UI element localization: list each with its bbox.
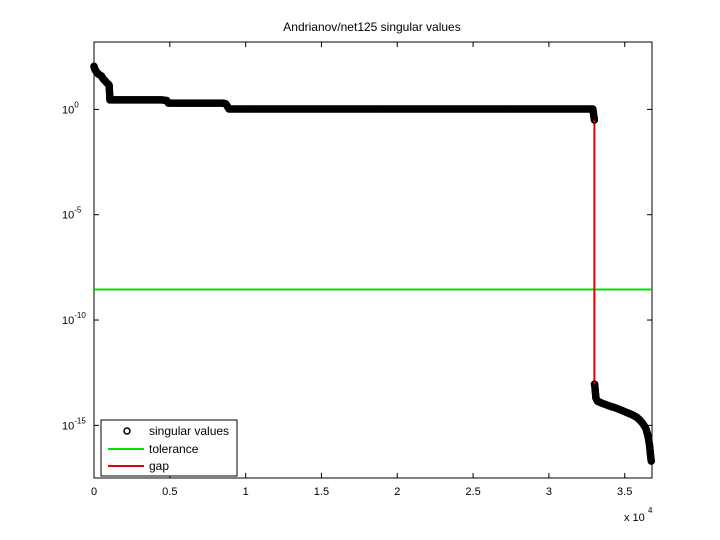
x-scale-label: x 10 (624, 512, 645, 524)
y-tick-label: 10-10 (62, 311, 86, 327)
legend-label-tolerance: tolerance (149, 442, 199, 456)
x-tick-label: 1 (243, 486, 249, 498)
x-tick-label: 3 (546, 486, 552, 498)
x-tick-label: 2.5 (465, 486, 480, 498)
x-tick-label: 0 (91, 486, 97, 498)
plot-frame (93, 41, 653, 479)
legend-marker-singular-values (123, 427, 131, 435)
legend-label-singular-values: singular values (149, 424, 229, 438)
x-tick-label: 3.5 (617, 486, 632, 498)
y-tick-label: 10-15 (62, 416, 86, 432)
y-tick-label: 100 (62, 100, 79, 116)
gap-end-point (590, 116, 599, 124)
singular-values-points (90, 62, 655, 465)
legend-label-gap: gap (149, 459, 169, 473)
x-scale-exponent: 4 (648, 506, 653, 515)
x-tick-label: 2 (394, 486, 400, 498)
chart-title: Andrianov/net125 singular values (283, 20, 460, 34)
x-tick-label: 1.5 (314, 486, 329, 498)
legend: singular values tolerance gap (100, 419, 238, 477)
x-tick-label: 0.5 (162, 486, 177, 498)
axis-ticks: 0 0.5 1 1.5 2 2.5 3 3.5 100 10-5 10-10 10-15 (62, 42, 652, 498)
gap-end-point (590, 380, 599, 389)
singular-value-point (647, 457, 655, 465)
y-tick-label: 10-5 (62, 206, 82, 222)
